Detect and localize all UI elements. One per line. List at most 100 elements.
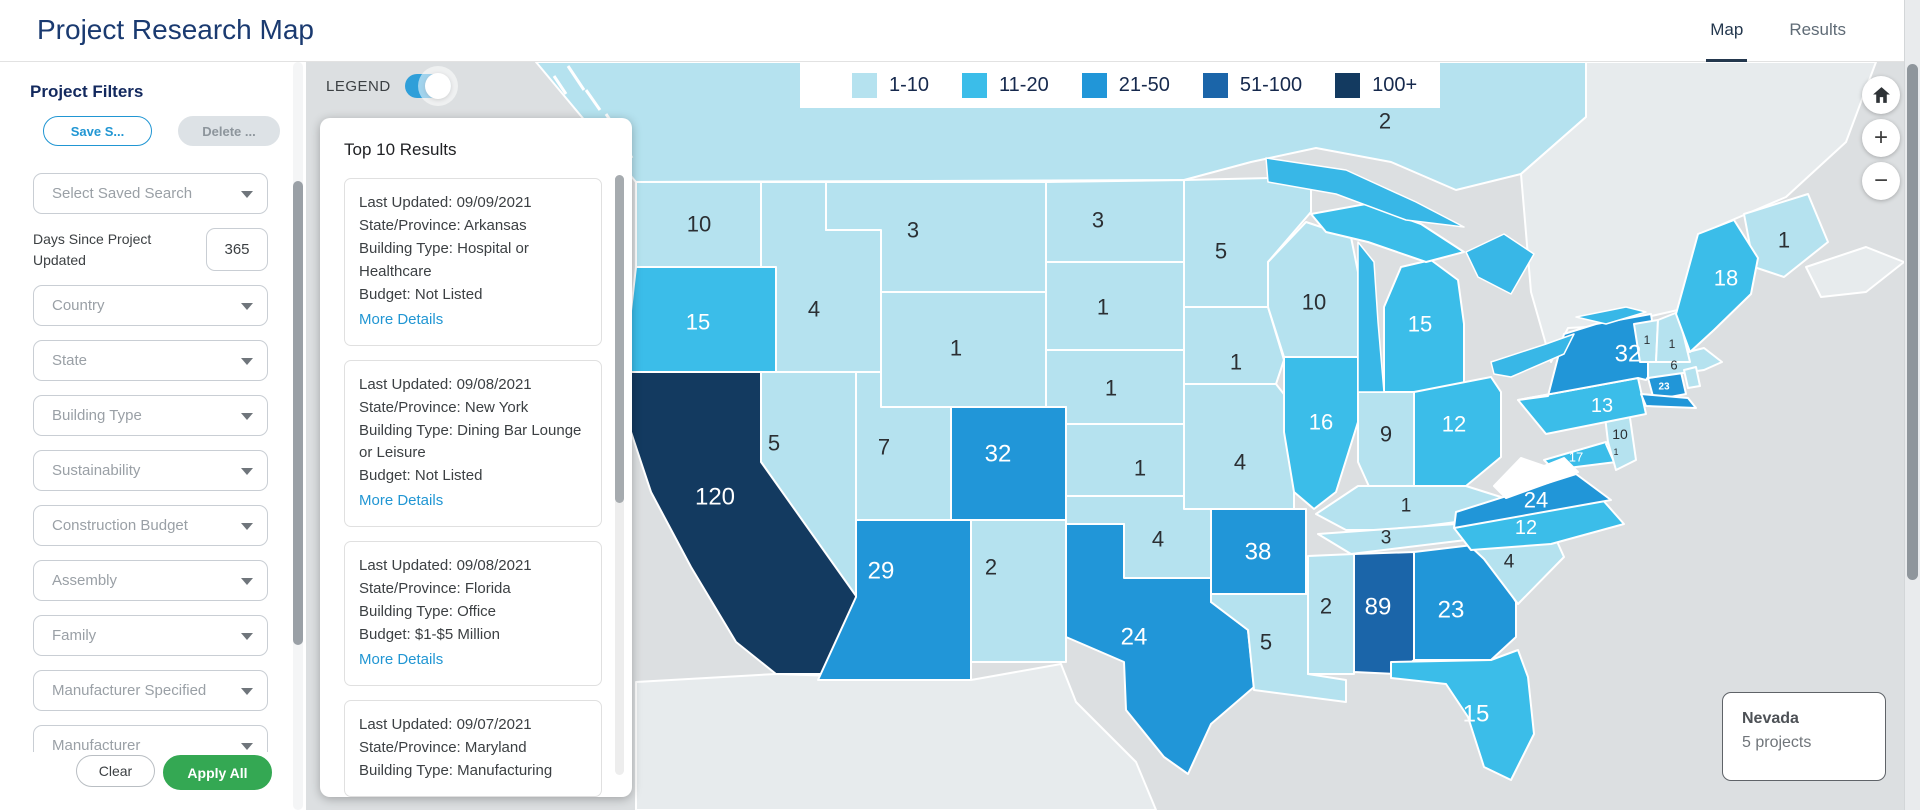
chevron-down-icon xyxy=(241,523,253,530)
zoom-in-button[interactable]: + xyxy=(1862,119,1900,157)
legend-toggle-switch[interactable] xyxy=(404,73,451,99)
filter-select-label: State xyxy=(52,352,88,369)
chevron-down-icon xyxy=(241,413,253,420)
filter-select-label: Construction Budget xyxy=(52,517,188,534)
filters-heading: Project Filters xyxy=(30,82,144,101)
tooltip-state-name: Nevada xyxy=(1742,710,1799,727)
lake-erie xyxy=(1490,333,1575,378)
state-NY-long-island[interactable] xyxy=(1640,393,1697,409)
results-scrollbar-thumb[interactable] xyxy=(615,175,624,503)
filter-select-label: Family xyxy=(52,627,97,644)
state-CO[interactable] xyxy=(950,406,1067,521)
reset-view-button[interactable] xyxy=(1862,76,1900,114)
saved-search-placeholder: Select Saved Search xyxy=(52,185,193,202)
filter-select-family[interactable]: Family xyxy=(33,615,268,656)
result-field: Last Updated: 09/07/2021 xyxy=(359,715,532,733)
state-AR[interactable] xyxy=(1210,508,1307,595)
legend-item: 11-20 xyxy=(962,72,1049,98)
legend-range-label: 21-50 xyxy=(1118,73,1170,96)
filter-select-sustainability[interactable]: Sustainability xyxy=(33,450,268,491)
result-field: State/Province: Arkansas xyxy=(359,216,527,234)
state-IA[interactable] xyxy=(1183,306,1285,385)
state-tooltip: Nevada 5 projects xyxy=(1722,692,1886,781)
state-AL[interactable] xyxy=(1353,551,1415,675)
delete-search-button[interactable]: Delete ... xyxy=(178,116,280,146)
save-search-button[interactable]: Save S... xyxy=(43,116,152,146)
app-header: Project Research Map Map Results xyxy=(0,0,1920,62)
state-OR[interactable] xyxy=(623,266,777,373)
more-details-link[interactable]: More Details xyxy=(359,651,444,668)
filter-select-assembly[interactable]: Assembly xyxy=(33,560,268,601)
state-WA[interactable] xyxy=(635,181,762,268)
page-scrollbar-track[interactable] xyxy=(1904,0,1920,810)
map-legend: 1-10 11-20 21-50 51-100 100+ xyxy=(800,62,1440,108)
state-MS[interactable] xyxy=(1307,553,1355,675)
result-field: Building Type: Manufacturing xyxy=(359,761,553,779)
state-NM[interactable] xyxy=(970,519,1067,663)
page-scrollbar-thumb[interactable] xyxy=(1907,64,1918,580)
zoom-out-button[interactable]: − xyxy=(1862,162,1900,200)
legend-range-label: 11-20 xyxy=(999,73,1049,96)
legend-swatch xyxy=(852,72,877,98)
result-field: Budget: Not Listed xyxy=(359,285,483,303)
chevron-down-icon xyxy=(241,468,253,475)
days-since-label: Days Since Project Updated xyxy=(33,231,152,268)
result-field: Building Type: Hospital or Healthcare xyxy=(359,239,529,280)
filter-select-construction-budget[interactable]: Construction Budget xyxy=(33,505,268,546)
state-MI[interactable] xyxy=(1383,259,1465,393)
state-AZ[interactable] xyxy=(817,519,972,681)
result-card: Last Updated: 09/07/2021 State/Province: … xyxy=(344,699,602,797)
state-RI[interactable] xyxy=(1683,366,1701,389)
state-ND[interactable] xyxy=(1045,179,1185,263)
legend-item: 21-50 xyxy=(1081,72,1170,98)
chevron-down-icon xyxy=(241,358,253,365)
legend-item: 100+ xyxy=(1335,72,1417,98)
legend-swatch xyxy=(1335,72,1361,98)
tab-results[interactable]: Results xyxy=(1789,19,1846,39)
filter-select-building-type[interactable]: Building Type xyxy=(33,395,268,436)
state-NE[interactable] xyxy=(1045,349,1197,425)
days-since-input[interactable] xyxy=(206,228,268,271)
state-MO[interactable] xyxy=(1183,383,1295,510)
legend-swatch xyxy=(962,72,988,98)
result-field: Budget: $1-$5 Million xyxy=(359,626,500,644)
saved-search-select[interactable]: Select Saved Search xyxy=(33,173,268,214)
legend-range-label: 51-100 xyxy=(1239,73,1303,96)
state-WV[interactable] xyxy=(1493,457,1579,499)
sidebar-bottom-bar: Clear Apply All xyxy=(0,752,290,810)
toggle-knob-icon xyxy=(424,73,451,99)
result-field: State/Province: Florida xyxy=(359,580,511,598)
state-FL[interactable] xyxy=(1390,649,1535,781)
result-card: Last Updated: 09/08/2021 State/Province: … xyxy=(344,541,602,686)
filter-select-label: Manufacturer Specified xyxy=(52,682,207,699)
result-card: Last Updated: 09/09/2021 State/Province: … xyxy=(344,178,602,346)
state-NH[interactable] xyxy=(1655,311,1691,363)
legend-toggle-label: LEGEND xyxy=(326,77,391,95)
more-details-link[interactable]: More Details xyxy=(359,492,444,510)
filter-select-label: Manufacturer xyxy=(52,737,141,754)
lake-superior xyxy=(1265,157,1465,228)
tab-map[interactable]: Map xyxy=(1706,0,1748,62)
more-details-link[interactable]: More Details xyxy=(359,310,444,328)
legend-item: 1-10 xyxy=(852,72,929,98)
state-ME[interactable] xyxy=(1675,219,1759,353)
clear-button[interactable]: Clear xyxy=(76,755,155,787)
filter-select-state[interactable]: State xyxy=(33,340,268,381)
state-SD[interactable] xyxy=(1045,261,1185,351)
sidebar-scrollbar-thumb[interactable] xyxy=(293,181,303,645)
result-card: Last Updated: 09/08/2021 State/Province: … xyxy=(344,359,602,528)
state-TX[interactable] xyxy=(1065,523,1255,775)
top-results-panel: Top 10 Results Last Updated: 09/09/2021 S… xyxy=(320,118,632,797)
map-canvas[interactable]: 10 15 4 3 1 3 1 1 1 4 24 5 7 32 120 29 2 5 1 4 38 5 10 16 15 9 12 1… xyxy=(306,62,1920,810)
state-WY[interactable] xyxy=(880,291,1047,408)
apply-all-button[interactable]: Apply All xyxy=(163,755,272,790)
tooltip-project-count: 5 projects xyxy=(1742,734,1812,751)
state-CA[interactable] xyxy=(623,371,872,675)
chevron-down-icon xyxy=(241,633,253,640)
filter-select-manufacturer-specified[interactable]: Manufacturer Specified xyxy=(33,670,268,711)
header-tabs: Map Results xyxy=(1706,0,1850,62)
state-KS[interactable] xyxy=(1065,423,1197,497)
legend-swatch xyxy=(1081,72,1107,98)
filter-select-country[interactable]: Country xyxy=(33,285,268,326)
